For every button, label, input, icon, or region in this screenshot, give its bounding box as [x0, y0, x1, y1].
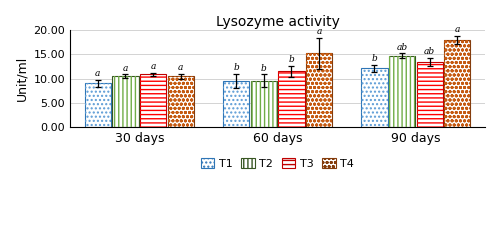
Text: a: a: [178, 63, 184, 72]
Text: a: a: [95, 69, 100, 78]
Text: b: b: [288, 55, 294, 64]
Text: ab: ab: [424, 47, 436, 56]
Title: Lysozyme activity: Lysozyme activity: [216, 15, 340, 29]
Bar: [112, 76, 138, 127]
Legend: T1, T2, T3, T4: T1, T2, T3, T4: [196, 154, 358, 174]
Text: b: b: [372, 54, 378, 63]
Text: b: b: [261, 64, 266, 73]
Bar: [306, 53, 332, 127]
Text: a: a: [123, 64, 128, 73]
Bar: [444, 40, 470, 127]
Text: b: b: [233, 63, 239, 72]
Bar: [444, 40, 470, 127]
Bar: [278, 71, 304, 127]
Bar: [84, 84, 111, 127]
Text: a: a: [316, 27, 322, 36]
Bar: [306, 53, 332, 127]
Bar: [250, 81, 277, 127]
Bar: [250, 81, 277, 127]
Bar: [416, 62, 443, 127]
Bar: [361, 68, 388, 127]
Text: a: a: [454, 25, 460, 34]
Bar: [140, 74, 166, 127]
Bar: [84, 84, 111, 127]
Text: a: a: [150, 62, 156, 71]
Text: ab: ab: [396, 43, 407, 52]
Bar: [389, 56, 415, 127]
Bar: [416, 62, 443, 127]
Bar: [223, 81, 249, 127]
Bar: [278, 71, 304, 127]
Bar: [223, 81, 249, 127]
Bar: [389, 56, 415, 127]
Y-axis label: Unit/ml: Unit/ml: [15, 56, 28, 101]
Bar: [140, 74, 166, 127]
Bar: [112, 76, 138, 127]
Bar: [168, 76, 194, 127]
Bar: [168, 76, 194, 127]
Bar: [361, 68, 388, 127]
